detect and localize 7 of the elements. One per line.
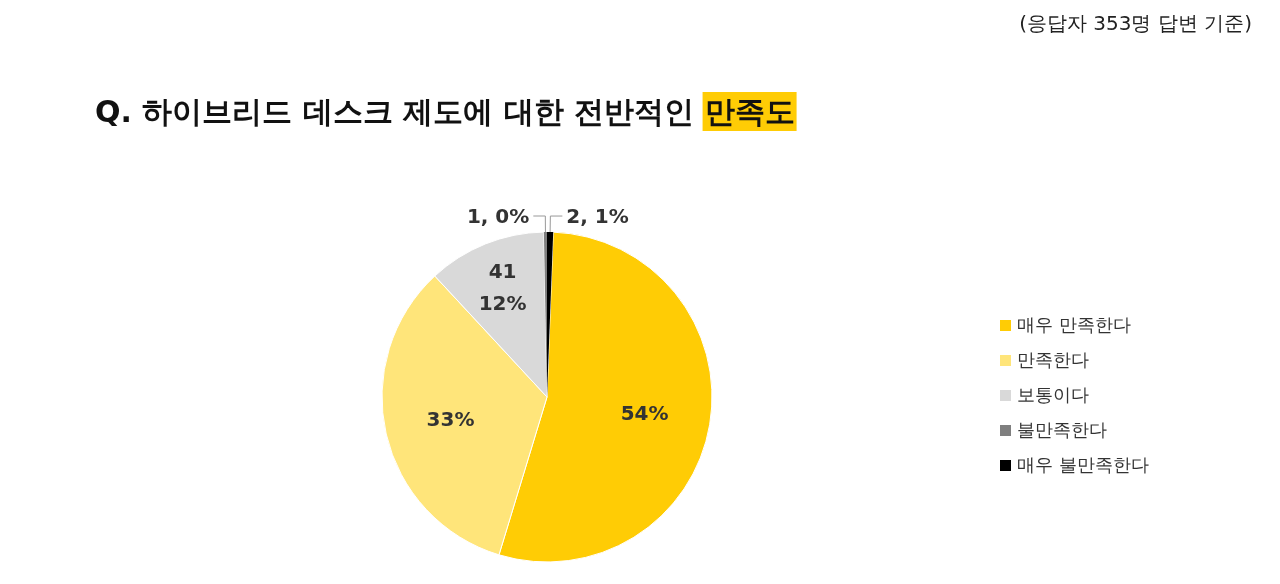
data-label: 1, 0% [466, 204, 530, 229]
text: (응답자 353명 답변 기준) [1019, 11, 1252, 35]
data-label: 2, 1% [566, 204, 629, 229]
legend-label: 만족한다 [1017, 349, 1089, 370]
title: Q. 하이브리드 데스크 제도에 대한 전반적인 만족도 [95, 92, 797, 131]
legend-label: 불만족한다 [1017, 419, 1107, 440]
legend-label: 보통이다 [1017, 384, 1089, 405]
